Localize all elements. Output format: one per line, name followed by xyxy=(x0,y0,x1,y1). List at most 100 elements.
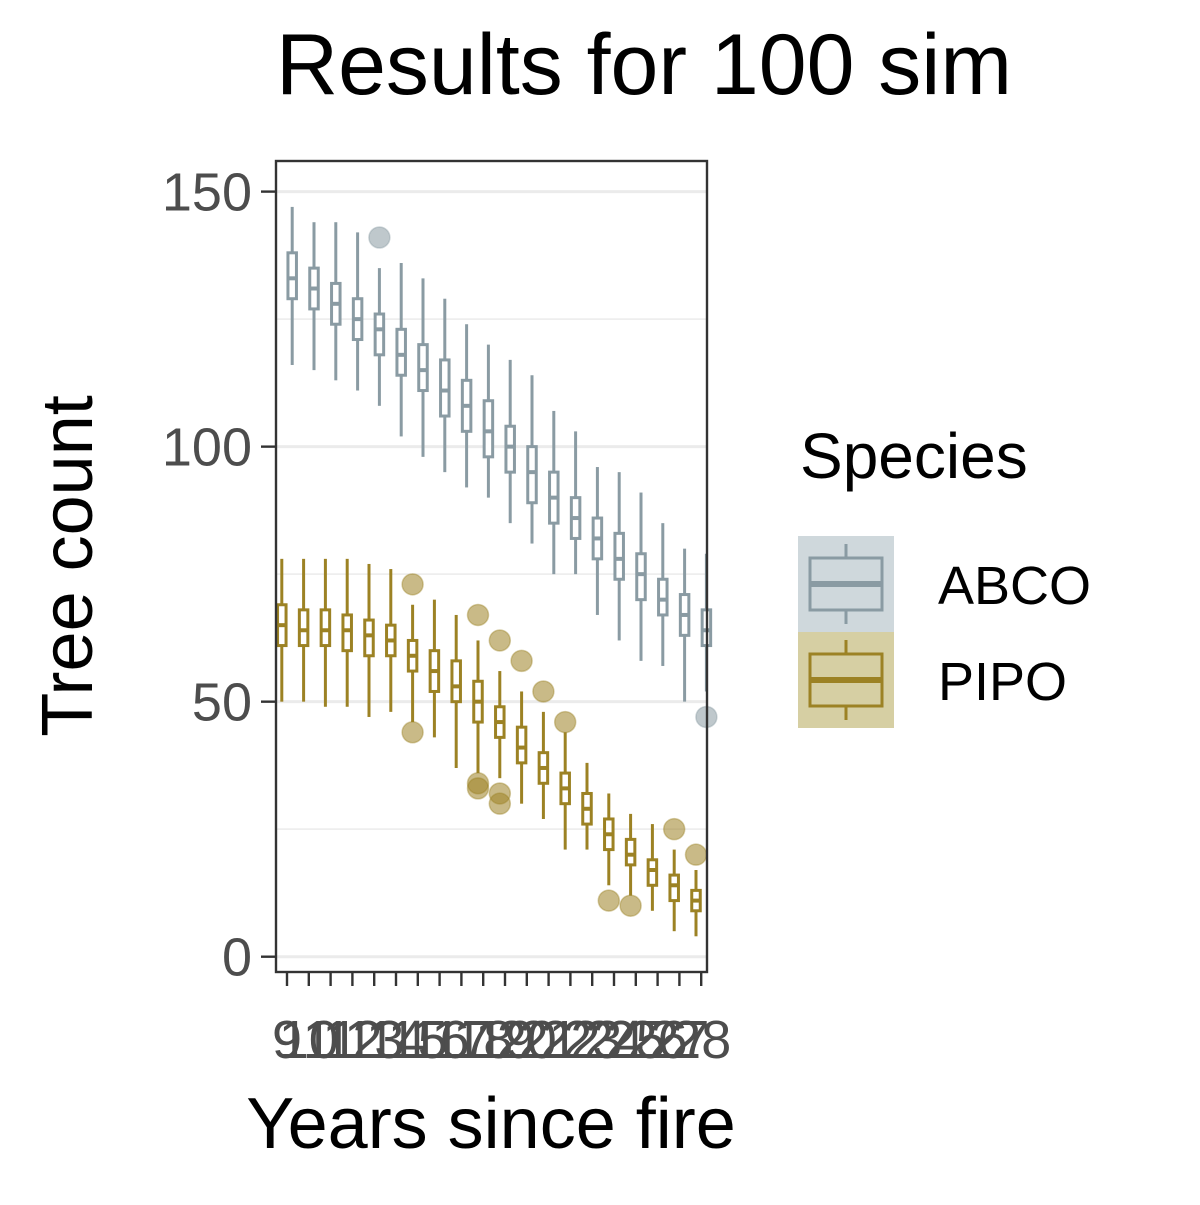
outlier-point xyxy=(553,710,577,734)
box-abco xyxy=(308,222,320,371)
box-body xyxy=(395,327,407,377)
outlier-point xyxy=(488,792,512,815)
x-axis-title: Years since fire xyxy=(246,1084,736,1164)
y-tick-label: 100 xyxy=(162,418,252,478)
box-abco xyxy=(635,492,647,661)
x-tick-label: 20 xyxy=(497,1010,557,1070)
x-tick-label: 13 xyxy=(344,1010,404,1070)
y-axis-title: Tree count xyxy=(28,395,108,737)
chart-title: Results for 100 sim xyxy=(276,17,1013,113)
box-pipo xyxy=(319,558,332,707)
x-tick-label: 16 xyxy=(410,1010,470,1070)
x-tick-label: 23 xyxy=(562,1010,622,1070)
box-pipo xyxy=(385,569,397,712)
box-pipo xyxy=(532,680,555,819)
box-abco xyxy=(286,206,298,366)
box-abco xyxy=(613,472,625,641)
box-body xyxy=(657,577,669,617)
box-abco xyxy=(678,548,691,702)
outlier-point xyxy=(466,777,490,800)
outlier-point xyxy=(662,817,686,841)
outlier-point xyxy=(488,629,512,652)
outlier-point xyxy=(532,680,555,703)
box-pipo xyxy=(297,558,310,702)
x-tick-label: 28 xyxy=(671,1010,731,1070)
box-pipo xyxy=(662,817,686,932)
outlier-point xyxy=(466,603,490,627)
x-tick-label: 22 xyxy=(540,1010,600,1070)
box-pipo xyxy=(450,614,462,768)
box-body xyxy=(319,608,332,648)
box-body xyxy=(286,251,298,301)
box-abco xyxy=(482,344,495,498)
box-pipo xyxy=(276,558,288,702)
x-tick-label: 25 xyxy=(606,1010,666,1070)
box-pipo xyxy=(363,563,375,717)
legend-label-pipo: PIPO xyxy=(938,652,1067,712)
x-tick-label: 21 xyxy=(519,1010,579,1070)
outlier-point xyxy=(684,843,708,866)
box-abco xyxy=(351,232,364,391)
box-pipo xyxy=(428,599,441,738)
box-body xyxy=(482,399,495,459)
y-tick-label: 0 xyxy=(222,928,252,988)
box-pipo xyxy=(619,813,642,917)
box-body xyxy=(439,358,451,418)
box-body xyxy=(646,858,659,887)
box-series xyxy=(276,206,718,937)
y-tick-label: 150 xyxy=(162,163,252,223)
box-pipo xyxy=(581,762,593,850)
outlier-point xyxy=(368,226,391,249)
box-abco xyxy=(395,263,407,437)
box-body xyxy=(373,312,386,357)
box-abco xyxy=(368,226,391,406)
x-tick-label: 19 xyxy=(475,1010,535,1070)
legend: Species ABCO PIPO xyxy=(798,420,1091,728)
box-abco xyxy=(330,222,342,381)
box-pipo xyxy=(488,629,512,815)
box-body xyxy=(668,873,680,903)
x-tick-label: 10 xyxy=(279,1010,339,1070)
outlier-point xyxy=(510,649,533,673)
box-body xyxy=(515,725,528,765)
box-body xyxy=(363,618,375,658)
outlier-point xyxy=(401,721,424,744)
box-pipo xyxy=(553,710,577,850)
legend-label-abco: ABCO xyxy=(938,556,1091,616)
box-pipo xyxy=(510,649,533,804)
x-tick-label: 24 xyxy=(584,1010,644,1070)
box-pipo xyxy=(401,573,424,744)
x-tick-label: 11 xyxy=(303,1010,359,1070)
x-tick-label: 17 xyxy=(431,1010,491,1070)
x-tick-label: 15 xyxy=(388,1010,448,1070)
legend-title: Species xyxy=(800,420,1028,492)
legend-key-pipo xyxy=(798,632,894,728)
x-tick-label: 18 xyxy=(453,1010,513,1070)
box-pipo xyxy=(597,793,621,912)
outlier-point xyxy=(619,894,642,917)
box-body xyxy=(417,343,429,393)
box-body xyxy=(613,531,625,581)
x-tick-label: 9 xyxy=(272,1010,302,1070)
box-body xyxy=(635,552,647,602)
x-tick-label: 26 xyxy=(628,1010,688,1070)
outlier-point xyxy=(597,889,621,912)
box-body xyxy=(526,445,538,505)
box-body xyxy=(624,837,637,867)
box-abco xyxy=(460,324,473,488)
y-axis: 0 50 100 150 xyxy=(162,163,276,988)
y-tick-label: 50 xyxy=(192,673,252,733)
plot-panel-border xyxy=(274,159,709,974)
box-pipo xyxy=(341,558,353,707)
box-abco xyxy=(569,431,582,575)
box-abco xyxy=(504,359,516,524)
box-abco xyxy=(591,467,604,615)
box-body xyxy=(297,608,310,648)
x-tick-label: 14 xyxy=(366,1010,426,1070)
box-abco xyxy=(548,410,560,575)
box-body xyxy=(504,424,516,474)
legend-key-abco xyxy=(798,536,894,632)
box-abco xyxy=(657,523,669,666)
